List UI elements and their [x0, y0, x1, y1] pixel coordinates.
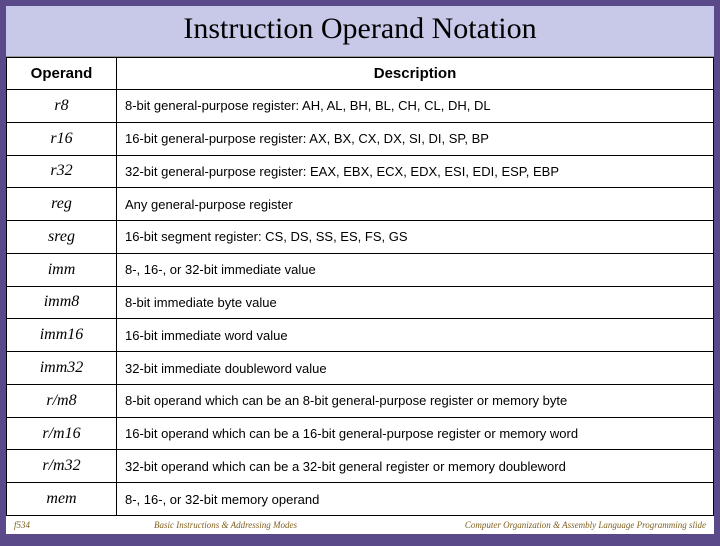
footer: f534 Basic Instructions & Addressing Mod…: [6, 516, 714, 534]
description-cell: 16-bit immediate word value: [117, 319, 714, 352]
description-cell: 8-bit general-purpose register: AH, AL, …: [117, 90, 714, 123]
description-cell: 8-bit immediate byte value: [117, 286, 714, 319]
table-row: r/m1616-bit operand which can be a 16-bi…: [7, 417, 714, 450]
footer-right: Computer Organization & Assembly Languag…: [430, 520, 706, 530]
header-description: Description: [117, 58, 714, 90]
table-row: mem8-, 16-, or 32-bit memory operand: [7, 483, 714, 516]
description-cell: 8-, 16-, or 32-bit immediate value: [117, 253, 714, 286]
table-row: imm3232-bit immediate doubleword value: [7, 352, 714, 385]
table-row: r88-bit general-purpose register: AH, AL…: [7, 90, 714, 123]
table-body: r88-bit general-purpose register: AH, AL…: [7, 90, 714, 516]
title-bar: Instruction Operand Notation: [6, 6, 714, 57]
description-cell: Any general-purpose register: [117, 188, 714, 221]
description-cell: 32-bit general-purpose register: EAX, EB…: [117, 155, 714, 188]
operand-cell: r8: [7, 90, 117, 123]
slide-title: Instruction Operand Notation: [6, 12, 714, 46]
footer-center: Basic Instructions & Addressing Modes: [124, 520, 430, 530]
table-row: imm1616-bit immediate word value: [7, 319, 714, 352]
operand-cell: imm: [7, 253, 117, 286]
table-row: r/m88-bit operand which can be an 8-bit …: [7, 384, 714, 417]
table-row: imm8-, 16-, or 32-bit immediate value: [7, 253, 714, 286]
description-cell: 32-bit operand which can be a 32-bit gen…: [117, 450, 714, 483]
description-cell: 16-bit general-purpose register: AX, BX,…: [117, 122, 714, 155]
table-row: sreg16-bit segment register: CS, DS, SS,…: [7, 221, 714, 254]
slide: Instruction Operand Notation Operand Des…: [6, 6, 714, 534]
operand-cell: mem: [7, 483, 117, 516]
operand-cell: r/m32: [7, 450, 117, 483]
operand-cell: r/m16: [7, 417, 117, 450]
table-row: imm88-bit immediate byte value: [7, 286, 714, 319]
description-cell: 16-bit operand which can be a 16-bit gen…: [117, 417, 714, 450]
table-row: r1616-bit general-purpose register: AX, …: [7, 122, 714, 155]
operand-cell: reg: [7, 188, 117, 221]
operand-cell: r32: [7, 155, 117, 188]
table-row: regAny general-purpose register: [7, 188, 714, 221]
description-cell: 16-bit segment register: CS, DS, SS, ES,…: [117, 221, 714, 254]
description-cell: 8-bit operand which can be an 8-bit gene…: [117, 384, 714, 417]
table-header-row: Operand Description: [7, 58, 714, 90]
operand-cell: sreg: [7, 221, 117, 254]
operand-cell: r16: [7, 122, 117, 155]
table-row: r/m3232-bit operand which can be a 32-bi…: [7, 450, 714, 483]
operand-cell: imm8: [7, 286, 117, 319]
description-cell: 8-, 16-, or 32-bit memory operand: [117, 483, 714, 516]
description-cell: 32-bit immediate doubleword value: [117, 352, 714, 385]
operand-cell: imm32: [7, 352, 117, 385]
operand-cell: r/m8: [7, 384, 117, 417]
footer-left: f534: [14, 520, 124, 530]
table-row: r3232-bit general-purpose register: EAX,…: [7, 155, 714, 188]
header-operand: Operand: [7, 58, 117, 90]
operand-table: Operand Description r88-bit general-purp…: [6, 57, 714, 516]
operand-cell: imm16: [7, 319, 117, 352]
